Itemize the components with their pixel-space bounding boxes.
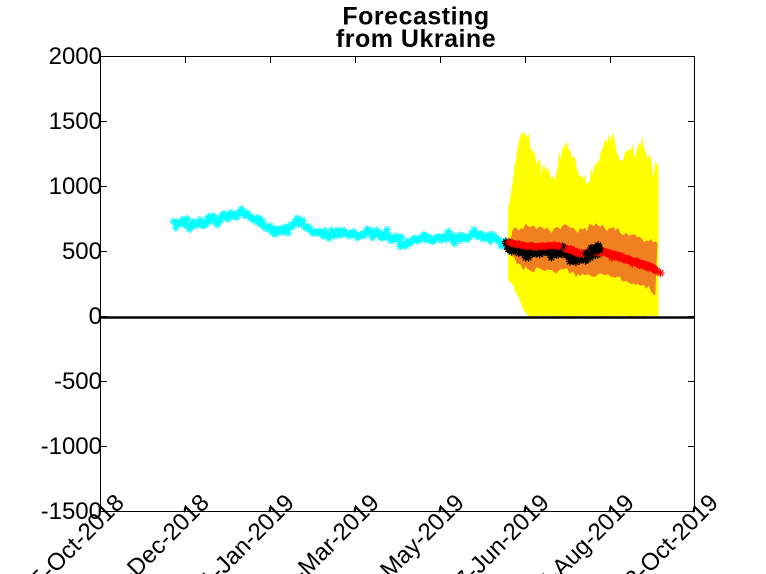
- svg-text:-500: -500: [54, 368, 102, 395]
- svg-text:2000: 2000: [49, 43, 102, 70]
- svg-text:Forecasting: Forecasting: [342, 3, 489, 31]
- svg-text:-1000: -1000: [41, 433, 102, 460]
- svg-text:-1500: -1500: [41, 498, 102, 525]
- svg-text:1000: 1000: [49, 173, 102, 200]
- svg-text:1500: 1500: [49, 108, 102, 135]
- svg-text:500: 500: [62, 238, 102, 265]
- svg-text:0: 0: [89, 303, 102, 330]
- svg-text:from Ukraine: from Ukraine: [336, 25, 496, 53]
